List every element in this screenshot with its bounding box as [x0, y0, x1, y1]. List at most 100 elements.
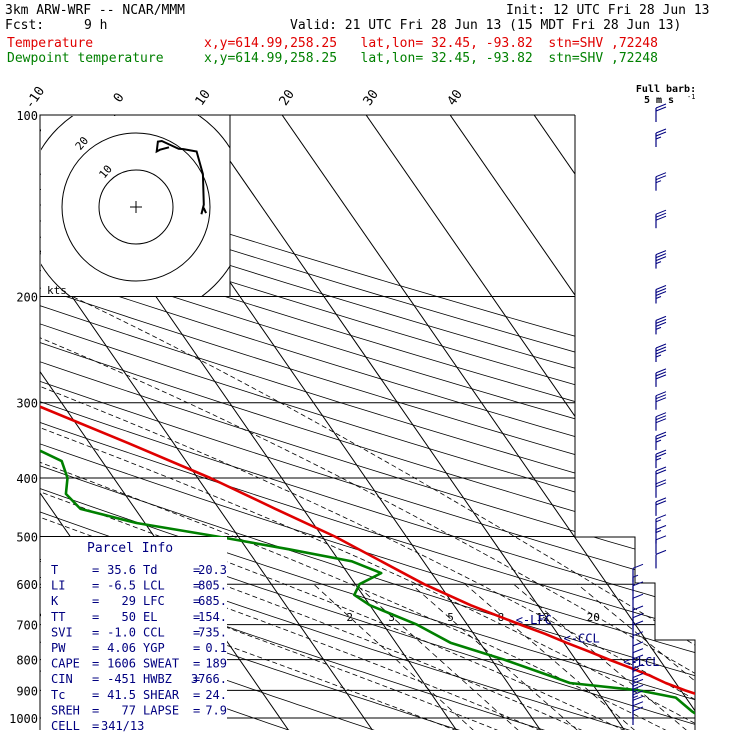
wind-barb — [655, 479, 667, 498]
parcel-info-equals: = — [92, 703, 99, 717]
parcel-info-label: EL — [143, 610, 157, 624]
forecast-label: Fcst: — [5, 18, 45, 33]
wind-barb-flag — [655, 172, 667, 178]
wind-barb-flag — [655, 368, 667, 374]
pressure-tick-label: 500 — [16, 531, 38, 545]
wind-barb-flag — [655, 285, 667, 290]
wind-barb-flag — [632, 678, 644, 684]
parcel-info-label: Tc — [51, 688, 65, 702]
hodograph-ring — [61, 132, 211, 282]
parcel-info-value: 20.3 — [198, 563, 227, 577]
hodograph-units-label: kts — [47, 284, 67, 297]
parcel-info-equals: = — [193, 594, 200, 608]
wind-barb-flag — [655, 549, 667, 555]
dry-adiabat-line — [40, 115, 695, 730]
wind-barb-half-flag — [655, 296, 662, 299]
parcel-info-label: CELL — [51, 719, 80, 733]
temperature-tick-label: 0 — [111, 90, 128, 105]
parcel-level-markers: <-EL<-LFC<-CCL<-LCL — [516, 613, 660, 669]
temperature-location: x,y=614.99,258.25 lat,lon= 32.45, -93.82… — [204, 36, 658, 51]
wind-barb — [655, 285, 667, 304]
wind-barb-flag — [655, 128, 667, 134]
parcel-info-value: 735. — [198, 625, 227, 639]
wind-barb — [655, 209, 667, 229]
isotherm-line — [598, 115, 695, 730]
wind-barb — [655, 172, 667, 191]
plot-frame — [39, 114, 575, 730]
parcel-info-value: 29 — [122, 594, 136, 608]
parcel-info-equals: = — [193, 563, 200, 577]
temperature-tick-label: 20 — [277, 87, 298, 108]
parcel-info-value: 50 — [122, 610, 136, 624]
dry-adiabat-line — [40, 115, 695, 730]
isotherm-line — [262, 115, 695, 730]
wind-barb — [655, 449, 667, 469]
init-time: Init: 12 UTC Fri 28 Jun 13 — [506, 3, 710, 18]
parcel-info-label: T — [51, 563, 58, 577]
wind-barb — [632, 563, 644, 583]
parcel-info-label: CCL — [143, 625, 165, 639]
wind-barb-flag — [655, 288, 667, 293]
pressure-tick-label: 100 — [16, 109, 38, 123]
barb-legend-title: Full barb: — [636, 84, 696, 95]
mixing-ratio-label: 20 — [587, 611, 600, 624]
mixing-ratio-lines — [313, 583, 695, 730]
parcel-info-value: -451 — [107, 672, 136, 686]
wind-barb-half-flag — [632, 689, 639, 693]
temperature-tick-label: -10 — [22, 84, 48, 112]
wind-barb-flag — [632, 593, 644, 599]
parcel-info-value: 4.06 — [107, 641, 136, 655]
parcel-level-label: <-LCL — [623, 655, 659, 669]
pressure-tick-label: 900 — [16, 684, 38, 698]
parcel-info-title: Parcel Info — [87, 541, 173, 556]
dewpoint-profile — [40, 115, 695, 720]
wind-barb-half-flag — [655, 519, 662, 523]
diagram-labels: 1002003004005006007008009001000-80-70-60… — [9, 84, 600, 726]
dewpoint-location: x,y=614.99,258.25 lat,lon= 32.45, -93.82… — [204, 51, 658, 66]
dry-adiabat-line — [40, 115, 695, 730]
wind-barb — [655, 514, 667, 533]
wind-barb-flag — [655, 343, 667, 349]
wind-barb — [632, 605, 644, 624]
parcel-info-label: CAPE — [51, 657, 80, 671]
dry-adiabat-line — [40, 115, 695, 730]
wind-barb-flag — [655, 415, 667, 421]
wind-barb-flag — [632, 673, 644, 678]
parcel-info-value: 685. — [198, 594, 227, 608]
parcel-info-label: CIN — [51, 672, 73, 686]
wind-barb-flag — [632, 684, 644, 690]
wind-barb-half-flag — [632, 678, 639, 681]
wind-barb-half-flag — [655, 530, 662, 533]
pressure-tick-label: 200 — [16, 291, 38, 305]
plot-outline — [39, 114, 696, 730]
wind-barb-flag — [655, 452, 667, 458]
sounding-series — [40, 115, 695, 720]
wind-barb-half-flag — [632, 695, 639, 699]
wind-barb-flag — [655, 321, 667, 327]
moist-adiabat-line — [40, 296, 542, 730]
wind-barb-flag — [655, 256, 667, 262]
parcel-info-equals: = — [193, 672, 200, 686]
isotherm-line — [178, 115, 626, 730]
mixing-ratio-line — [464, 583, 636, 730]
wind-barb-half-flag — [655, 439, 662, 443]
wind-barb-flag — [655, 131, 667, 137]
pressure-tick-label: 700 — [16, 619, 38, 633]
wind-barb-flag — [632, 701, 644, 707]
pressure-tick-label: 600 — [16, 578, 38, 592]
parcel-info-equals: = — [193, 641, 200, 655]
temperature-tick-label: 40 — [445, 87, 466, 108]
wind-barb-half-flag — [655, 354, 662, 358]
moist-adiabat-line — [40, 296, 626, 730]
wind-barb-flag — [632, 613, 644, 619]
parcel-info-value: 0.1 — [205, 641, 227, 655]
parcel-info-value: -6.5 — [107, 579, 136, 593]
wind-barb-flag — [632, 648, 644, 654]
parcel-info-value: 41.5 — [107, 688, 136, 702]
wind-barb — [632, 593, 644, 613]
wind-barb-flag — [655, 514, 667, 520]
parcel-info-label: LAPSE — [143, 703, 179, 717]
pressure-tick-label: 300 — [16, 397, 38, 411]
mixing-ratio-label: 2 — [346, 611, 353, 624]
